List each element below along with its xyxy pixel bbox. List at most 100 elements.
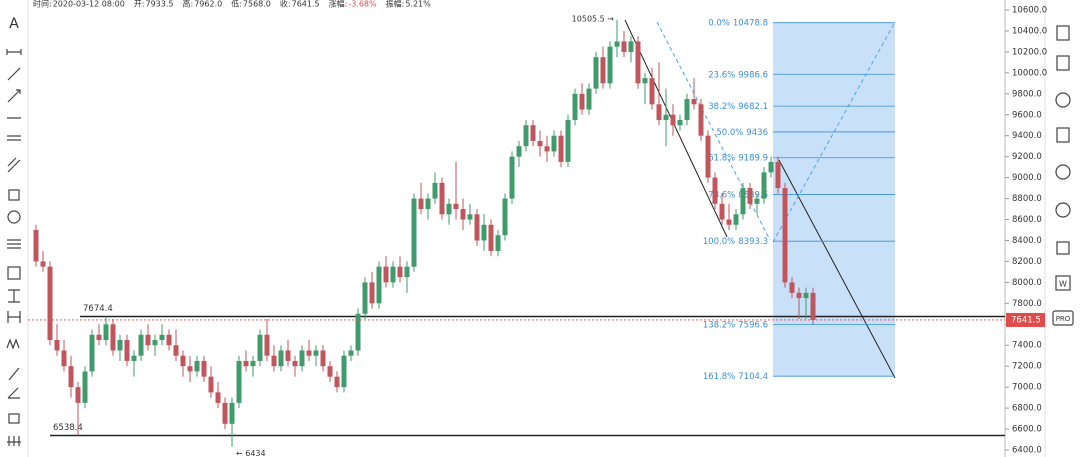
candle-body	[208, 376, 214, 393]
info-value: 7933.5	[146, 0, 174, 9]
side-icon[interactable]	[1052, 310, 1074, 326]
candle-body	[369, 282, 375, 304]
side-icon[interactable]	[1056, 55, 1070, 71]
tool-pitch[interactable]	[7, 239, 21, 249]
side-icon[interactable]	[1055, 92, 1071, 108]
candle-body	[152, 340, 158, 346]
info-label: 低:	[231, 0, 242, 9]
candle-body	[467, 214, 473, 220]
side-label[interactable]: PRO	[1056, 315, 1071, 323]
candle-body	[397, 266, 403, 278]
candle-body	[761, 172, 767, 199]
candle-body	[145, 334, 151, 346]
candle-body	[446, 203, 452, 215]
toolbar: A	[6, 0, 29, 457]
candle-body	[628, 41, 634, 52]
side-label[interactable]: W	[1059, 280, 1067, 289]
candle-body	[481, 224, 487, 241]
y-tick-label: 7400.0	[1012, 341, 1042, 351]
y-tick-label: 9800.0	[1012, 89, 1042, 99]
tool-trend[interactable]	[7, 67, 21, 81]
candle-body	[320, 350, 326, 367]
candle-body	[537, 140, 543, 147]
candle-body	[33, 230, 39, 262]
y-tick-label: 10600.0	[1012, 6, 1047, 16]
candle-body	[257, 334, 263, 361]
fib-ratio: 50.0%	[716, 128, 743, 138]
sidebar: W PRO	[1044, 0, 1074, 457]
candle-body	[271, 355, 277, 367]
candle-body	[719, 203, 725, 220]
fib-ratio: 38.2%	[708, 102, 735, 112]
candle-body	[187, 366, 193, 372]
y-tick-label: 8800.0	[1012, 194, 1042, 204]
candle-body	[89, 334, 95, 372]
candle-body	[292, 360, 298, 367]
candle-body	[222, 402, 228, 424]
candle-body	[264, 334, 270, 356]
side-icon[interactable]	[1055, 164, 1071, 180]
candle-body	[334, 376, 340, 388]
candle-body	[670, 114, 676, 126]
y-tick-label: 9200.0	[1012, 152, 1042, 162]
candle-body	[425, 198, 431, 210]
candle-body	[530, 125, 536, 141]
tool-hline[interactable]	[6, 49, 22, 55]
fib-ratio: 161.8%	[703, 372, 735, 382]
candle-body	[131, 355, 137, 361]
candle-body	[348, 350, 354, 356]
y-tick-label: 6600.0	[1012, 425, 1042, 435]
tool-rect[interactable]	[8, 189, 20, 201]
tool-lock[interactable]	[8, 413, 20, 424]
candle-body	[117, 340, 123, 351]
candle-body	[306, 350, 312, 356]
candle-body	[236, 360, 242, 403]
high-note: 10505.5 →	[572, 14, 615, 23]
candle-body	[341, 355, 347, 388]
tool-eye[interactable]	[7, 436, 21, 446]
candle-body	[96, 334, 102, 340]
candle-body	[502, 198, 508, 236]
tool-fib[interactable]	[7, 157, 21, 173]
candle-body	[635, 41, 641, 84]
tool-lines[interactable]	[7, 117, 21, 141]
fib-ratio: 0.0%	[708, 19, 730, 29]
tool-measure[interactable]	[8, 289, 20, 303]
candle-body	[558, 135, 564, 162]
y-tick-label: 8400.0	[1012, 236, 1042, 246]
candle-body	[551, 135, 557, 152]
info-label: 开:	[134, 0, 145, 9]
tool-grid[interactable]	[7, 266, 21, 280]
candle-body	[418, 198, 424, 210]
tool-wave[interactable]	[6, 338, 20, 350]
y-tick-label: 8000.0	[1012, 278, 1042, 288]
candle-body	[404, 266, 410, 278]
tool-arrow[interactable]	[7, 89, 21, 103]
candle-body	[138, 334, 144, 356]
candle-body	[733, 214, 739, 225]
info-value: 7568.0	[243, 0, 271, 9]
info-label: 时间:	[33, 0, 52, 9]
side-icon[interactable]	[1055, 202, 1071, 218]
side-icon[interactable]	[1056, 127, 1070, 143]
candle-body	[565, 120, 571, 162]
info-label: 振幅:	[386, 0, 405, 9]
side-icon[interactable]	[1056, 25, 1070, 41]
tool-brush[interactable]	[7, 387, 20, 399]
candle-body	[754, 198, 760, 204]
tool-text[interactable]: A	[9, 16, 19, 32]
fib-ratio: 23.6%	[708, 70, 735, 80]
tool-circle[interactable]	[7, 210, 21, 224]
side-icon[interactable]	[1055, 275, 1071, 291]
candle-body	[215, 392, 221, 403]
candle-body	[810, 292, 816, 320]
tool-range[interactable]	[7, 311, 21, 323]
candle-body	[124, 340, 130, 361]
candle-body	[54, 340, 60, 351]
fib-price: 8393.3	[738, 237, 768, 247]
candle-body	[411, 198, 417, 267]
tool-pen[interactable]	[8, 367, 20, 381]
candle-body	[712, 177, 718, 204]
candle-body	[768, 161, 774, 173]
side-icon[interactable]	[1056, 241, 1070, 255]
